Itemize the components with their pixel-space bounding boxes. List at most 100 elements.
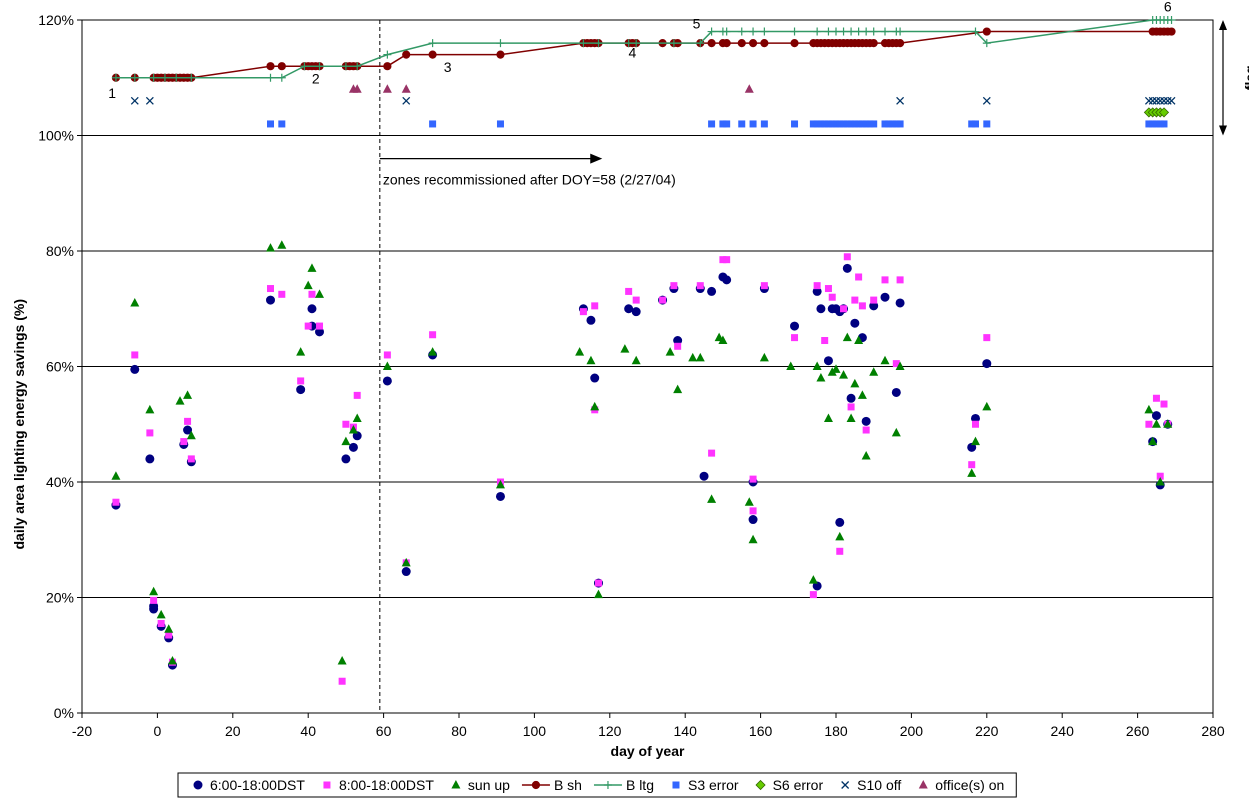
data-point xyxy=(277,62,286,71)
legend-label: B sh xyxy=(554,777,582,793)
data-point xyxy=(748,515,758,525)
data-point xyxy=(832,27,840,36)
data-point xyxy=(111,73,120,82)
data-point xyxy=(266,295,275,305)
data-point xyxy=(307,304,317,314)
data-point xyxy=(1156,96,1165,105)
data-point xyxy=(892,120,900,128)
data-point xyxy=(1144,96,1153,105)
data-point xyxy=(855,120,863,128)
data-point xyxy=(983,334,991,342)
series-6-00-18-00dst xyxy=(111,263,1173,670)
data-point xyxy=(836,547,844,555)
legend-label: 8:00-18:00DST xyxy=(339,777,434,793)
data-point xyxy=(895,39,905,48)
data-point xyxy=(624,39,633,48)
data-point xyxy=(708,120,716,128)
data-point xyxy=(858,302,866,310)
data-point xyxy=(296,347,306,356)
data-point xyxy=(889,120,897,128)
data-point xyxy=(1145,420,1153,428)
data-point xyxy=(760,39,769,48)
data-point xyxy=(175,396,185,405)
data-point xyxy=(670,282,678,290)
data-point xyxy=(854,335,864,345)
data-point xyxy=(840,305,848,313)
data-point xyxy=(881,120,889,128)
data-point xyxy=(590,401,600,411)
legend-label: S10 off xyxy=(857,777,901,793)
data-point xyxy=(352,84,362,93)
data-point xyxy=(821,120,829,128)
data-point xyxy=(277,240,287,249)
data-point xyxy=(145,404,155,414)
data-point xyxy=(971,120,979,128)
data-point xyxy=(760,120,768,128)
data-point xyxy=(496,39,505,48)
x-tick-label: 180 xyxy=(824,723,848,739)
data-point xyxy=(267,120,274,128)
data-point xyxy=(855,273,863,281)
data-point xyxy=(840,120,848,128)
data-point xyxy=(696,282,704,290)
data-point xyxy=(625,287,633,295)
data-point xyxy=(835,531,845,541)
data-point xyxy=(748,534,758,544)
data-point xyxy=(348,425,358,434)
data-point xyxy=(266,62,275,71)
data-point xyxy=(341,454,351,464)
x-tick-label: 280 xyxy=(1201,723,1225,739)
data-point xyxy=(669,39,678,48)
data-point xyxy=(1160,120,1168,128)
data-point xyxy=(812,361,822,370)
data-point xyxy=(267,285,274,293)
data-point xyxy=(982,39,991,48)
data-point xyxy=(673,384,683,394)
data-point xyxy=(896,27,905,36)
x-tick-label: 140 xyxy=(674,723,698,739)
data-point xyxy=(891,427,901,437)
data-point xyxy=(881,276,889,284)
data-point xyxy=(341,62,350,71)
data-point xyxy=(719,256,727,264)
data-point xyxy=(846,393,856,403)
data-point xyxy=(586,315,596,325)
legend-label: S6 error xyxy=(773,777,824,793)
data-point xyxy=(808,575,818,584)
data-point xyxy=(813,282,821,290)
data-point xyxy=(869,367,879,376)
data-point xyxy=(862,27,871,36)
data-point xyxy=(967,442,977,452)
data-point xyxy=(1152,394,1160,402)
data-point xyxy=(184,417,192,425)
data-point xyxy=(828,293,836,301)
data-point xyxy=(307,263,317,272)
data-point xyxy=(341,436,351,446)
data-point xyxy=(854,27,863,36)
series-line xyxy=(115,30,1172,79)
data-point xyxy=(665,347,675,356)
legend-marker xyxy=(918,780,928,789)
data-point xyxy=(401,84,411,93)
data-point xyxy=(744,497,754,506)
data-point xyxy=(382,376,392,386)
legend-label: 6:00-18:00DST xyxy=(210,777,305,793)
data-point xyxy=(338,677,346,685)
data-point xyxy=(631,355,641,365)
data-point xyxy=(304,322,312,330)
data-point xyxy=(1155,477,1165,486)
x-tick-label: 120 xyxy=(598,723,622,739)
data-point xyxy=(180,438,188,446)
data-point xyxy=(1151,419,1161,428)
data-point xyxy=(1156,472,1164,480)
data-point xyxy=(896,120,904,128)
data-point xyxy=(337,656,347,665)
data-point xyxy=(813,27,822,36)
legend-item: sun up xyxy=(451,777,510,793)
data-point xyxy=(744,84,754,93)
y-tick-label: 20% xyxy=(46,590,74,606)
data-point xyxy=(813,120,821,128)
legend: 6:00-18:00DST 8:00-18:00DST sun up B sh B lt… xyxy=(177,772,1017,798)
data-point xyxy=(624,304,634,314)
data-point xyxy=(850,318,860,328)
